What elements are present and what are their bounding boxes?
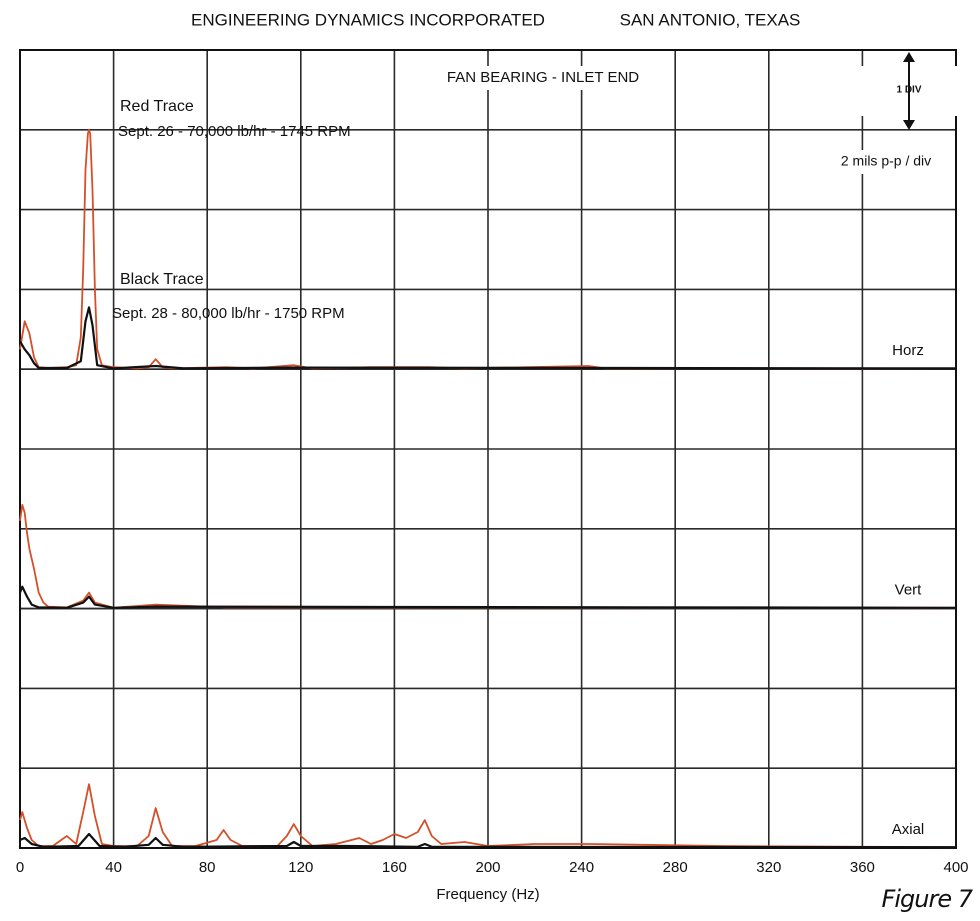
x-tick-label: 40 [105, 859, 122, 876]
x-axis-label: Frequency (Hz) [436, 886, 539, 903]
x-tick-label: 0 [16, 859, 24, 876]
channel-label: Axial [892, 821, 925, 838]
channel-label: Vert [895, 582, 923, 599]
scale-label-bg [824, 150, 950, 174]
legend-label: Sept. 28 - 80,000 lb/hr - 1750 RPM [112, 305, 345, 322]
scale-label: 2 mils p-p / div [841, 153, 931, 169]
x-tick-label: 400 [943, 859, 968, 876]
x-tick-label: 160 [382, 859, 407, 876]
scale-marker: 1 DIV [896, 85, 921, 96]
legend-name: Black Trace [120, 271, 204, 288]
chart-title: ENGINEERING DYNAMICS INCORPORATED [191, 10, 545, 29]
x-tick-label: 120 [288, 859, 313, 876]
trace [19, 306, 957, 370]
legend-label: Sept. 26 - 70,000 lb/hr - 1745 RPM [118, 123, 351, 140]
legend-name: Red Trace [120, 98, 194, 115]
channel-label: Horz [892, 342, 924, 359]
figure-label: Figure 7 [882, 885, 974, 913]
trace [19, 832, 957, 849]
x-tick-label: 80 [199, 859, 216, 876]
chart-title-location: SAN ANTONIO, TEXAS [620, 10, 801, 29]
plot-border [19, 49, 957, 849]
x-tick-label: 360 [850, 859, 875, 876]
chart-subtitle: FAN BEARING - INLET END [447, 69, 639, 86]
x-tick-label: 200 [475, 859, 500, 876]
plot-area [18, 49, 957, 849]
trace [18, 585, 957, 609]
x-tick-label: 240 [569, 859, 594, 876]
subtitle-bg [420, 66, 666, 90]
x-tick-label: 320 [756, 859, 781, 876]
x-tick-label: 280 [663, 859, 688, 876]
